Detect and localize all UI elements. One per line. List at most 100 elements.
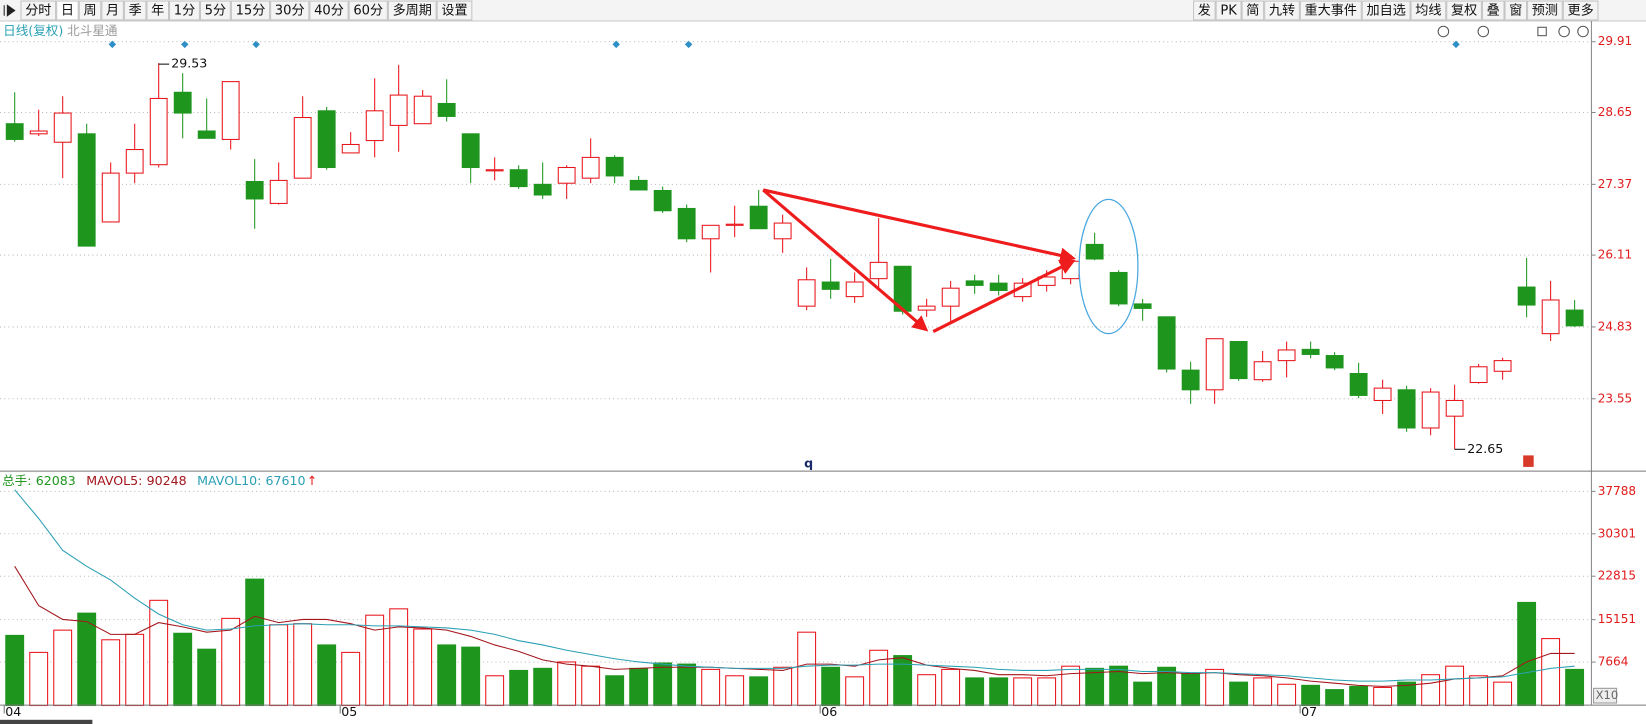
toolbar-button[interactable]: 复权: [1446, 0, 1482, 21]
button-label[interactable]: 40分: [314, 3, 344, 19]
toolbar-button[interactable]: 15分: [230, 0, 271, 21]
toolbar-button[interactable]: 季: [123, 0, 147, 21]
button-label[interactable]: 发: [1198, 3, 1211, 19]
button-label[interactable]: 15分: [236, 3, 266, 19]
toolbar-button[interactable]: 40分: [309, 0, 349, 21]
tool-icon[interactable]: [1437, 25, 1450, 38]
button-bg[interactable]: [1504, 0, 1528, 21]
button-bg[interactable]: [1361, 0, 1411, 21]
toolbar-button[interactable]: 发: [1193, 0, 1216, 21]
button-label[interactable]: 周: [83, 4, 96, 19]
button-label[interactable]: 年: [151, 3, 164, 19]
button-bg[interactable]: [1481, 0, 1505, 21]
button-bg[interactable]: [1446, 0, 1482, 21]
button-bg[interactable]: [1264, 0, 1300, 21]
button-label[interactable]: 日: [61, 4, 74, 19]
button-label[interactable]: 窗: [1509, 2, 1522, 19]
toolbar-button[interactable]: 加自选: [1361, 0, 1411, 21]
button-label[interactable]: 30分: [275, 3, 305, 19]
tool-icon[interactable]: [1577, 25, 1589, 38]
button-label[interactable]: 预测: [1532, 3, 1558, 19]
button-label[interactable]: 九转: [1269, 3, 1295, 19]
button-bg[interactable]: [230, 0, 271, 21]
button-bg[interactable]: [199, 0, 231, 21]
button-bg[interactable]: [1215, 0, 1242, 21]
button-label[interactable]: 简: [1246, 2, 1259, 19]
toolbar-button[interactable]: PK: [1215, 0, 1242, 21]
button-label[interactable]: 加自选: [1366, 3, 1405, 19]
candle-body: [1181, 369, 1200, 391]
toolbar-button[interactable]: 多周期: [387, 0, 437, 21]
toolbar-button[interactable]: 分时: [20, 0, 57, 21]
candle-body: [1565, 309, 1584, 327]
toolbar-button[interactable]: 叠: [1481, 0, 1505, 21]
toolbar-button[interactable]: 周: [78, 0, 102, 21]
toolbar-button[interactable]: 重大事件: [1299, 0, 1362, 21]
event-marker[interactable]: [612, 40, 620, 49]
button-bg[interactable]: [123, 0, 147, 21]
toolbar-button[interactable]: 预测: [1527, 0, 1563, 21]
toolbar-button[interactable]: 月: [101, 0, 124, 21]
toolbar-button[interactable]: 1分: [169, 0, 200, 21]
tool-icon[interactable]: [1537, 26, 1547, 37]
candle-body: [989, 282, 1008, 291]
legend-name[interactable]: 总手:: [2, 473, 31, 488]
candle-body: [1133, 303, 1152, 309]
button-bg[interactable]: [1193, 0, 1216, 21]
button-label[interactable]: 叠: [1487, 3, 1500, 19]
button-label[interactable]: 均线: [1415, 3, 1441, 19]
button-bg[interactable]: [309, 0, 349, 21]
button-label[interactable]: 月: [106, 4, 119, 19]
button-bg[interactable]: [1241, 0, 1265, 21]
volume-bar: [845, 676, 865, 707]
button-label[interactable]: 复权: [1451, 2, 1477, 19]
button-bg[interactable]: [56, 0, 79, 21]
toolbar-button[interactable]: 年: [146, 0, 170, 21]
candle-body: [1205, 338, 1224, 391]
button-bg[interactable]: [348, 0, 388, 21]
button-bg[interactable]: [20, 0, 57, 21]
button-bg[interactable]: [1562, 0, 1599, 21]
toolbar-button[interactable]: 窗: [1504, 0, 1528, 21]
button-bg[interactable]: [270, 0, 310, 21]
toolbar-button[interactable]: 5分: [199, 0, 231, 21]
button-bg[interactable]: [387, 0, 437, 21]
button-bg[interactable]: [101, 0, 124, 21]
toolbar-button[interactable]: 设置: [436, 0, 473, 21]
button-label[interactable]: 重大事件: [1305, 3, 1357, 19]
event-marker[interactable]: [684, 40, 693, 49]
button-label[interactable]: 分时: [25, 3, 51, 19]
button-label[interactable]: 设置: [441, 3, 467, 19]
candle-body: [845, 281, 864, 298]
collapse-icon[interactable]: [3, 4, 16, 17]
button-label[interactable]: 5分: [205, 3, 226, 19]
button-label[interactable]: 更多: [1567, 2, 1593, 19]
button-bg[interactable]: [1527, 0, 1563, 21]
button-label[interactable]: 60分: [353, 3, 383, 19]
button-bg[interactable]: [146, 0, 170, 21]
button-bg[interactable]: [1299, 0, 1362, 21]
toolbar-button[interactable]: 更多: [1562, 0, 1599, 21]
scrollbar[interactable]: [0, 719, 93, 724]
button-label[interactable]: 1分: [174, 3, 195, 19]
event-marker[interactable]: [108, 40, 117, 49]
button-label[interactable]: 多周期: [393, 2, 432, 19]
legend-name[interactable]: MAVOL5:: [86, 473, 142, 488]
tool-icon[interactable]: [1558, 25, 1570, 38]
legend-name[interactable]: MAVOL10:: [197, 473, 261, 488]
button-label[interactable]: PK: [1220, 4, 1237, 19]
toolbar-button[interactable]: 60分: [348, 0, 388, 21]
toolbar-button[interactable]: 简: [1241, 0, 1265, 21]
button-bg[interactable]: [1410, 0, 1447, 21]
toolbar-button[interactable]: 均线: [1410, 0, 1447, 21]
toolbar-button[interactable]: 九转: [1264, 0, 1300, 21]
button-bg[interactable]: [78, 0, 102, 21]
button-bg[interactable]: [436, 0, 473, 21]
chart-tools: [1437, 25, 1589, 38]
toolbar-button[interactable]: 日: [56, 0, 79, 21]
button-label[interactable]: 季: [129, 3, 142, 19]
button-bg[interactable]: [169, 0, 200, 21]
toolbar-button[interactable]: 30分: [270, 0, 310, 21]
signal-icon[interactable]: [1523, 455, 1534, 467]
tool-icon[interactable]: [1477, 25, 1490, 38]
